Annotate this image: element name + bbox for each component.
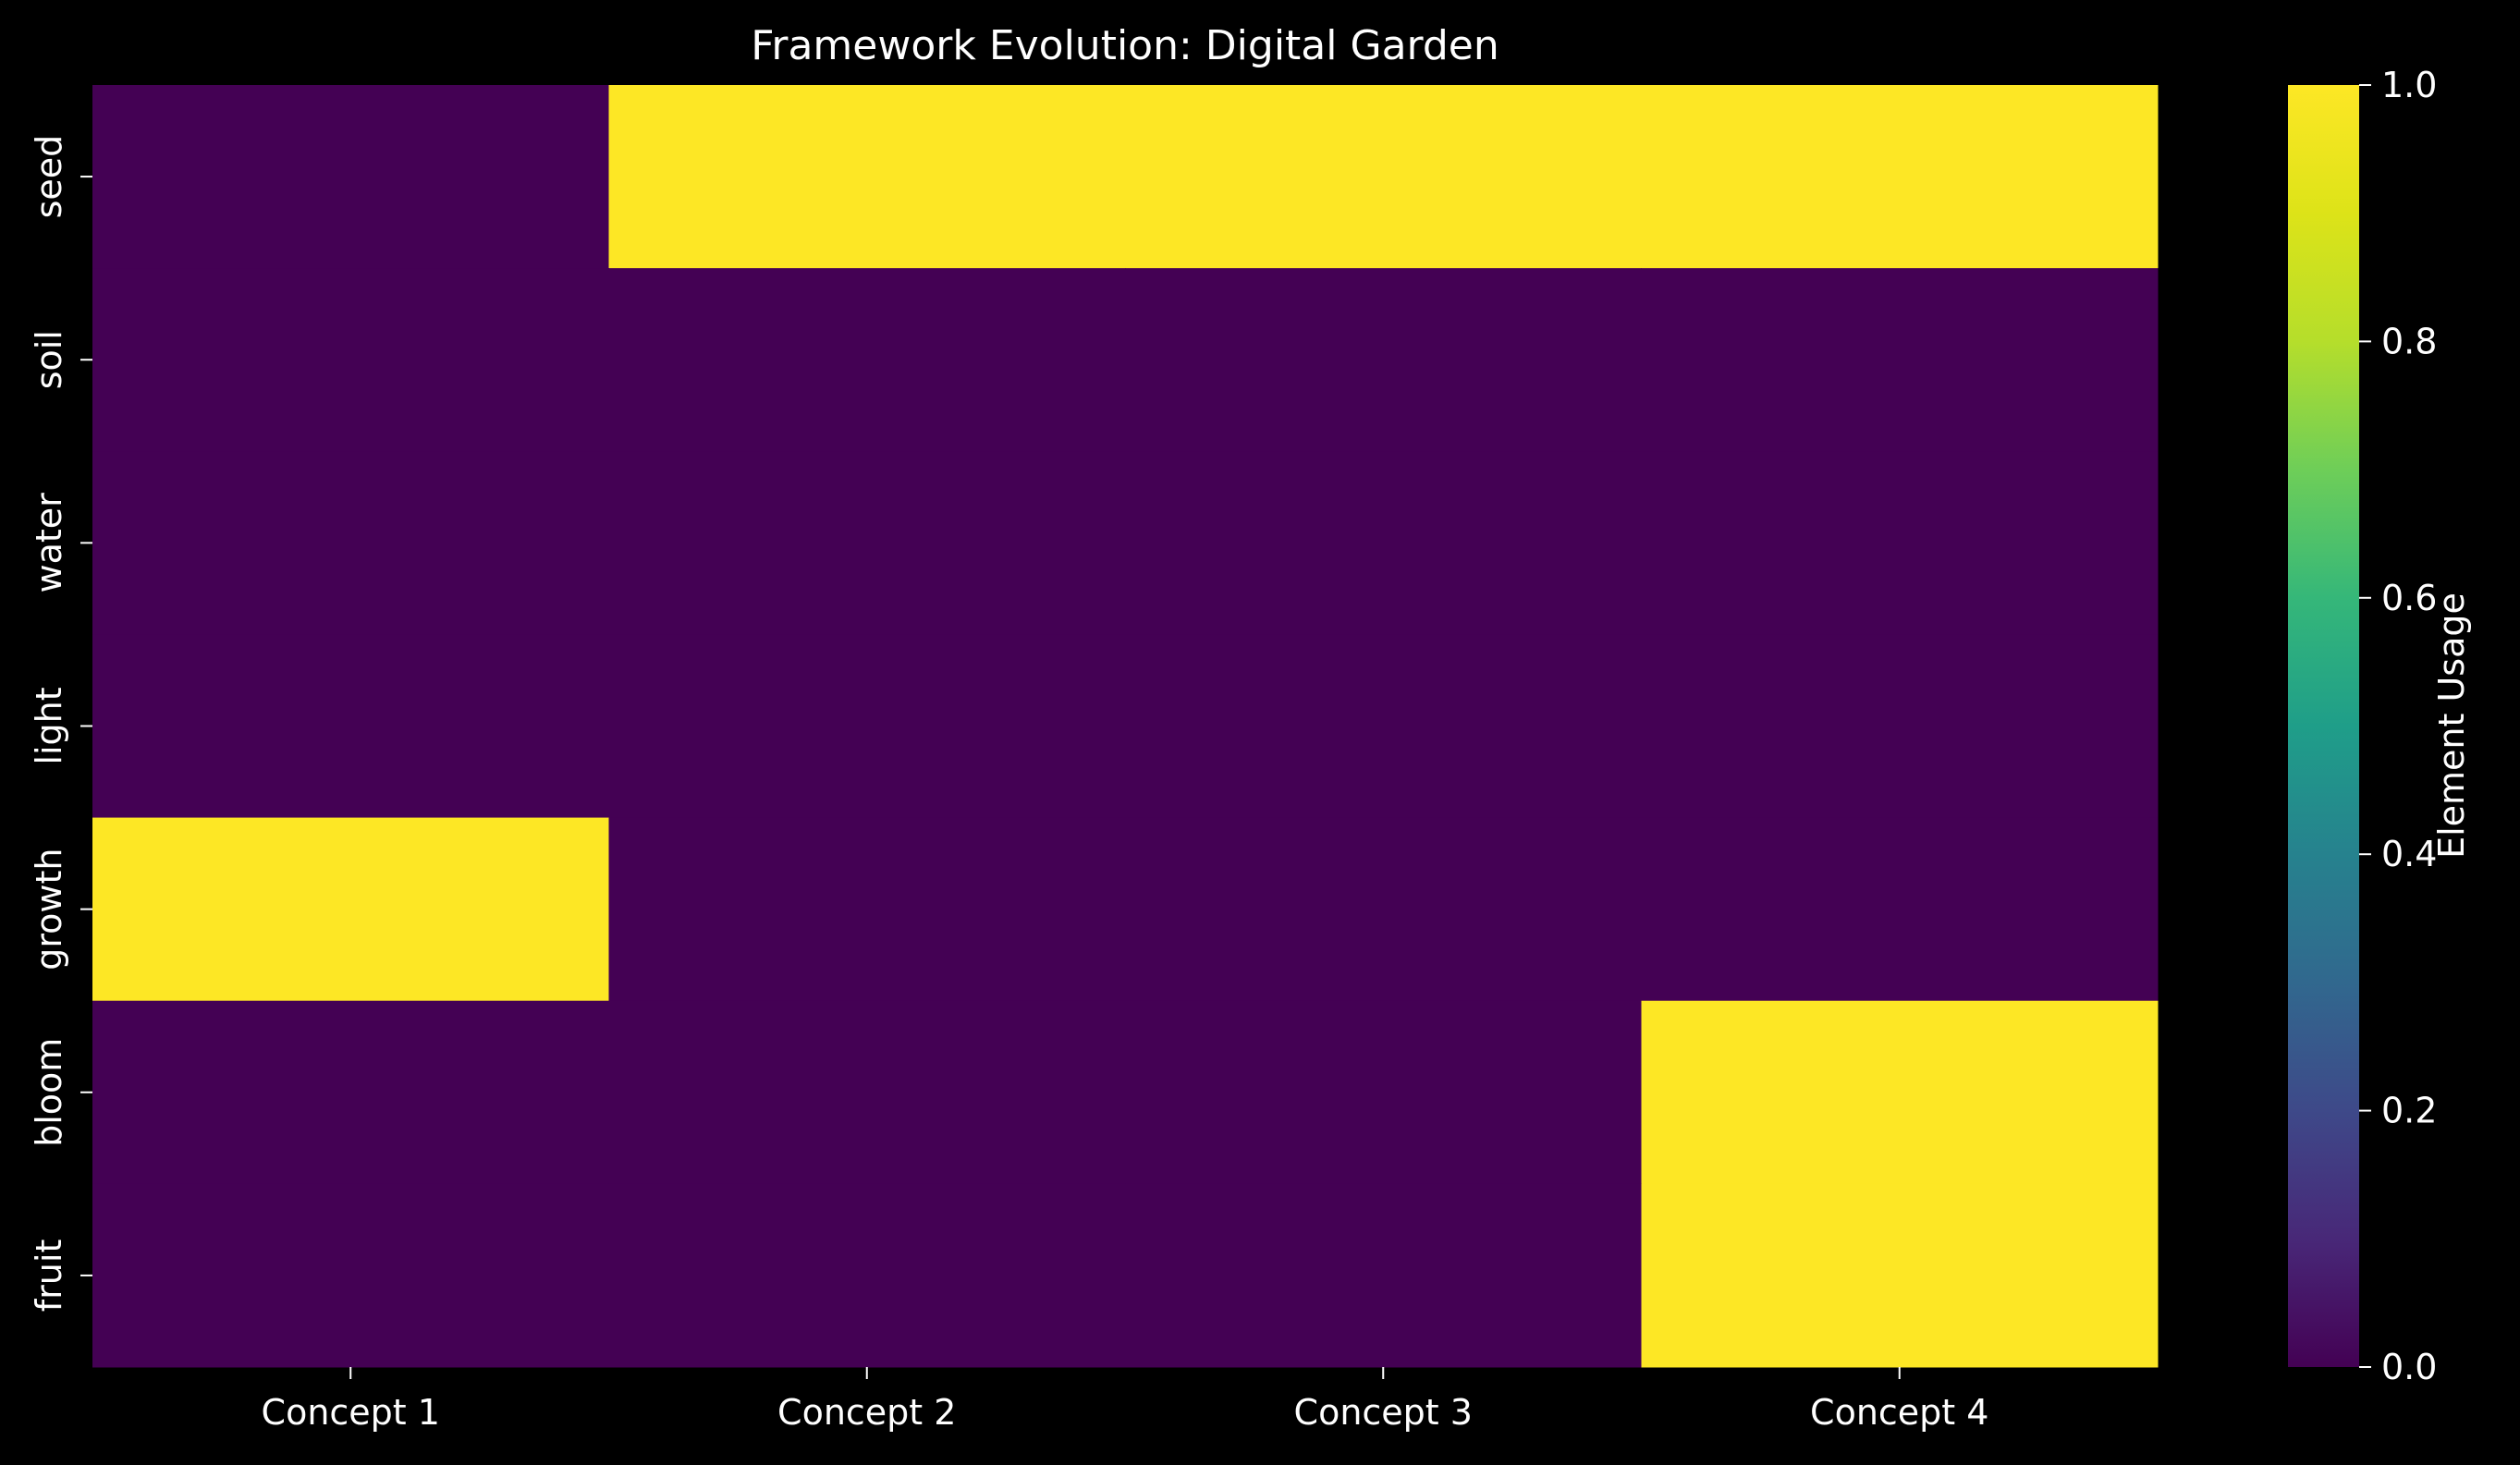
colorbar-ticks: 0.0 0.2 0.4 0.6 0.8 1.0 (2359, 65, 2437, 1387)
colorbar-tick-label: 0.6 (2381, 578, 2437, 618)
y-tick-label: light (29, 687, 69, 764)
heatmap-cell-bloom-4 (1641, 1000, 2159, 1185)
heatmap-cell-growth-1 (92, 817, 609, 1002)
y-tick-label: fruit (29, 1239, 69, 1312)
heatmap-cell-fruit-2 (608, 1183, 1126, 1368)
heatmap-cell-bloom-3 (1125, 1000, 1642, 1185)
colorbar-tick-label: 0.8 (2381, 321, 2437, 361)
x-axis: Concept 1 Concept 2 Concept 3 Concept 4 (262, 1367, 1988, 1433)
heatmap-cell-soil-3 (1125, 268, 1642, 452)
colorbar-tick-label: 1.0 (2381, 65, 2437, 105)
colorbar-label: Element Usage (2431, 592, 2472, 859)
y-axis: seed soil water light growth bloom fruit (29, 135, 92, 1312)
heatmap-cell-fruit-4 (1641, 1183, 2159, 1368)
colorbar-gradient (2288, 85, 2359, 1367)
heatmap-cell-bloom-2 (608, 1000, 1126, 1185)
heatmap-cell-water-3 (1125, 451, 1642, 635)
x-tick-label: Concept 2 (777, 1392, 956, 1433)
heatmap-cell-seed-1 (92, 85, 609, 269)
colorbar-tick-label: 0.4 (2381, 834, 2437, 874)
y-tick-label: growth (29, 848, 69, 971)
colorbar: 0.0 0.2 0.4 0.6 0.8 1.0 Element Usage (2288, 65, 2472, 1387)
y-tick-label: water (29, 493, 69, 593)
heatmap-cell-water-1 (92, 451, 609, 635)
heatmap-cell-light-2 (608, 634, 1126, 819)
heatmap-cell-growth-3 (1125, 817, 1642, 1002)
heatmap-cell-water-2 (608, 451, 1126, 635)
heatmap-cell-fruit-1 (92, 1183, 609, 1368)
x-tick-label: Concept 3 (1294, 1392, 1473, 1433)
heatmap-cell-soil-1 (92, 268, 609, 452)
y-tick-label: soil (29, 330, 69, 389)
heatmap-cell-bloom-1 (92, 1000, 609, 1185)
heatmap-cell-growth-4 (1641, 817, 2159, 1002)
heatmap-cell-soil-4 (1641, 268, 2159, 452)
heatmap-cell-light-4 (1641, 634, 2159, 819)
heatmap-cell-light-3 (1125, 634, 1642, 819)
heatmap-cell-fruit-3 (1125, 1183, 1642, 1368)
heatmap-cell-light-1 (92, 634, 609, 819)
heatmap-grid (92, 85, 2159, 1368)
y-tick-label: seed (29, 135, 69, 219)
colorbar-tick-label: 0.0 (2381, 1347, 2437, 1387)
heatmap-cell-seed-4 (1641, 85, 2159, 269)
y-tick-label: bloom (29, 1038, 69, 1147)
heatmap-cell-soil-2 (608, 268, 1126, 452)
x-tick-label: Concept 1 (262, 1392, 440, 1433)
heatmap-cell-water-4 (1641, 451, 2159, 635)
heatmap-cell-growth-2 (608, 817, 1126, 1002)
heatmap-cell-seed-3 (1125, 85, 1642, 269)
heatmap-cell-seed-2 (608, 85, 1126, 269)
chart-title: Framework Evolution: Digital Garden (751, 22, 1499, 69)
colorbar-tick-label: 0.2 (2381, 1091, 2437, 1131)
x-tick-label: Concept 4 (1810, 1392, 1988, 1433)
